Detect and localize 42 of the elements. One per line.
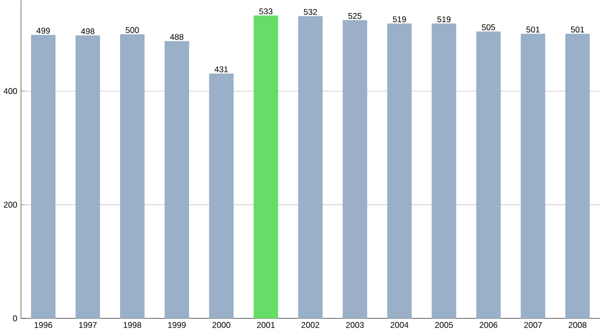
- bar: [520, 34, 546, 318]
- bar: [254, 15, 278, 318]
- data-label: 499: [36, 28, 50, 34]
- x-tick-label: 2006: [480, 322, 498, 328]
- x-tick-label: 2001: [257, 322, 275, 328]
- data-label: 488: [170, 34, 184, 40]
- data-label: 532: [304, 8, 317, 15]
- data-label: 525: [348, 12, 362, 19]
- x-tick-label: 1999: [168, 322, 186, 328]
- data-label: 498: [81, 28, 94, 34]
- data-label: 533: [259, 8, 272, 14]
- bar: [342, 20, 368, 318]
- x-tick-label: 2005: [435, 322, 453, 328]
- x-tick-label: 2004: [390, 322, 408, 328]
- bar: [476, 31, 501, 318]
- bar: [298, 16, 323, 318]
- data-label: 501: [570, 26, 584, 32]
- data-label: 505: [482, 24, 496, 30]
- x-tick-label: 2002: [302, 322, 320, 328]
- bar: [432, 23, 456, 318]
- y-tick-label: 0: [13, 315, 18, 322]
- bar: [387, 23, 412, 318]
- data-label: 431: [214, 66, 228, 72]
- data-label: 500: [126, 26, 139, 33]
- x-tick-label: 2003: [346, 322, 364, 328]
- y-tick-label: 400: [4, 88, 18, 94]
- data-label: 501: [526, 26, 540, 32]
- x-tick-label: 1996: [34, 322, 52, 328]
- bar: [76, 35, 100, 318]
- data-label: 519: [392, 16, 406, 22]
- bar: [120, 34, 145, 318]
- bar: [565, 34, 590, 318]
- x-tick-label: 2000: [212, 322, 230, 328]
- bar: [164, 40, 190, 318]
- x-tick-label: 2008: [568, 322, 586, 328]
- bar: [209, 73, 234, 318]
- x-tick-label: 1997: [79, 322, 97, 328]
- x-tick-label: 2007: [524, 322, 542, 328]
- bar: [31, 34, 56, 318]
- data-label: 519: [437, 16, 450, 22]
- y-tick-label: 200: [4, 202, 18, 208]
- x-tick-label: 1998: [124, 322, 142, 328]
